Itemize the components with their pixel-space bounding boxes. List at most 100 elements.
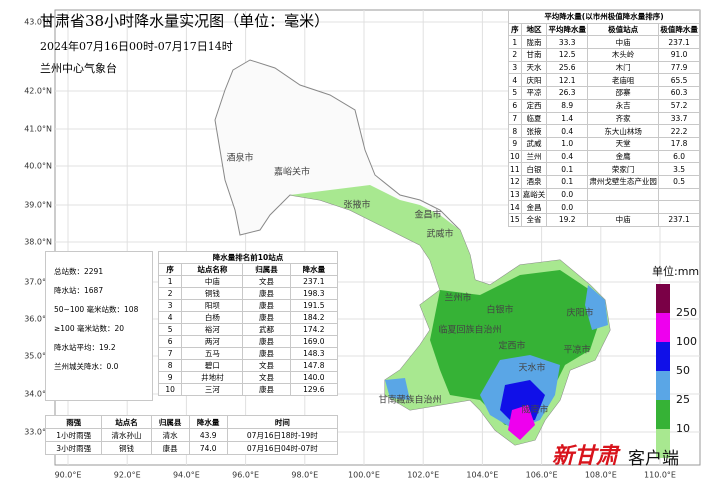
table-row: 9 武威 1.0 天堂 17.8 — [508, 136, 700, 151]
table-cell: 康县 — [242, 347, 291, 360]
table-cell: 老庙咀 — [587, 73, 660, 88]
table-title-row: 降水量排名前10站点 — [158, 251, 338, 264]
table-header-row: 雨强 站点名 归属县 降水量 时间 — [44, 415, 339, 429]
table-cell: 2 — [508, 48, 522, 62]
header-cell: 降水量 — [188, 415, 228, 429]
table-cell: 9 — [508, 136, 522, 151]
table-cell: 文县 — [242, 275, 291, 288]
table-cell: 10 — [157, 383, 183, 396]
table-row: 7 临夏 1.4 齐家 33.7 — [508, 111, 700, 126]
table-cell: 8 — [157, 359, 183, 372]
place-label: 白银市 — [486, 304, 513, 316]
header-cell: 极值降水量 — [658, 22, 700, 37]
table-row: 13 嘉峪关 0.0 — [508, 187, 700, 202]
table-row: 2 甘南 12.5 木头岭 91.0 — [508, 48, 700, 62]
table-row: 3 阳坝 康县 191.5 — [157, 299, 339, 312]
table-title: 平均降水量(以市州极值降水量排序) — [508, 10, 700, 24]
table-cell: 白杨 — [181, 311, 244, 324]
table-cell: 13 — [508, 187, 522, 202]
header-cell: 极值站点 — [587, 22, 660, 37]
table-cell: 文县 — [242, 371, 291, 384]
table-cell: 3 — [157, 299, 183, 312]
legend-label: 250 — [676, 306, 697, 319]
table-row: 1小时雨强 清水孙山 清水 43.9 07月16日18时-19时 — [44, 428, 339, 442]
table-header-row: 序地区 平均降水量 极值站点 极值降水量 — [508, 22, 700, 37]
table-cell: 148.3 — [289, 347, 339, 360]
table-cell: 中庙 — [181, 275, 244, 288]
table-cell: 三河 — [181, 383, 244, 396]
longitude-label: 106.0°E — [526, 471, 558, 480]
table-cell: 齐家 — [587, 111, 660, 126]
table-cell: 康县 — [150, 441, 190, 455]
table-row: 2 铜钱 康县 198.3 — [157, 287, 339, 300]
rain-area-lightblue-3 — [385, 378, 410, 400]
table-cell: 65.5 — [658, 73, 700, 88]
table-row: 9 井地村 文县 140.0 — [157, 371, 339, 384]
table-cell: 5 — [157, 323, 183, 336]
place-label: 张掖市 — [343, 199, 370, 211]
legend-swatch — [656, 400, 670, 429]
header-cell: 平均降水量 — [546, 22, 589, 37]
rain-area-green — [430, 270, 600, 425]
header-cell: 站点名称 — [181, 263, 244, 276]
legend-label: 10 — [676, 422, 690, 435]
table-cell: 铜钱 — [101, 441, 152, 455]
table-cell: 全省 — [520, 213, 548, 227]
legend-label: 100 — [676, 335, 697, 348]
station-stats: 总站数：2291 降水站：1687 50~100 毫米站数：108 ≥100 毫米站数… — [45, 251, 153, 401]
table-cell: 平凉 — [520, 86, 548, 100]
longitude-label: 96.0°E — [232, 471, 259, 480]
latitude-label: 37.0°N — [24, 278, 52, 287]
table-cell: 169.0 — [289, 335, 339, 348]
table-row: 10 三河 康县 129.6 — [157, 383, 339, 396]
place-label: 兰州市 — [444, 292, 471, 304]
place-label: 平凉市 — [563, 344, 590, 356]
table-cell: 陇南 — [520, 35, 548, 50]
table-cell: 33.3 — [546, 35, 589, 50]
table-cell: 张掖 — [520, 124, 548, 138]
table-cell: 1 — [157, 275, 183, 288]
table-cell: 天水 — [520, 60, 548, 75]
table-cell: 康县 — [242, 383, 291, 396]
table-cell: 文县 — [242, 359, 291, 372]
table-cell: 嘉峪关 — [520, 187, 548, 202]
table-row: 10 兰州 0.4 金鹰 6.0 — [508, 149, 700, 164]
table-cell: 3.5 — [658, 162, 700, 176]
table-cell: 3小时雨强 — [44, 441, 103, 455]
table-cell: 1小时雨强 — [44, 428, 103, 442]
table-cell: 15 — [508, 213, 522, 227]
table-cell: 4 — [508, 73, 522, 88]
latitude-label: 39.0°N — [24, 201, 52, 210]
header-cell: 时间 — [226, 415, 339, 429]
legend-title: 单位:mm — [652, 264, 699, 278]
table-row: 6 两河 康县 169.0 — [157, 335, 339, 348]
latitude-label: 41.0°N — [24, 125, 52, 134]
table-cell: 184.2 — [289, 311, 339, 324]
table-cell: 237.1 — [658, 213, 700, 227]
place-label: 庆阳市 — [566, 307, 593, 319]
table-row: 4 庆阳 12.1 老庙咀 65.5 — [508, 73, 700, 88]
legend-label: 25 — [676, 393, 690, 406]
table-cell: 清水孙山 — [101, 428, 152, 442]
header-cell: 序 — [157, 263, 183, 276]
table-cell: 2 — [157, 287, 183, 300]
place-label: 临夏回族自治州 — [438, 324, 501, 336]
table-cell: 甘南 — [520, 48, 548, 62]
table-cell: 兰州 — [520, 149, 548, 164]
longitude-label: 110.0°E — [644, 471, 676, 480]
longitude-label: 98.0°E — [291, 471, 318, 480]
legend-swatch — [656, 342, 670, 371]
header-cell: 站点名 — [101, 415, 152, 429]
table-cell: 阳坝 — [181, 299, 244, 312]
latitude-label: 38.0°N — [24, 238, 52, 247]
table-cell: 0.1 — [546, 162, 589, 176]
legend: 单位:mm 250 100 50 25 10 — [652, 264, 699, 458]
header-cell: 归属县 — [242, 263, 291, 276]
table-row: 12 酒泉 0.1 肃州戈壁生态产业园 0.5 — [508, 174, 700, 189]
watermark-brand: 新甘肃 — [552, 444, 619, 469]
table-cell: 康县 — [242, 335, 291, 348]
issuer: 兰州中心气象台 — [40, 62, 117, 75]
table-cell: 荣家门 — [587, 162, 660, 176]
table-row: 8 碧口 文县 147.8 — [157, 359, 339, 372]
